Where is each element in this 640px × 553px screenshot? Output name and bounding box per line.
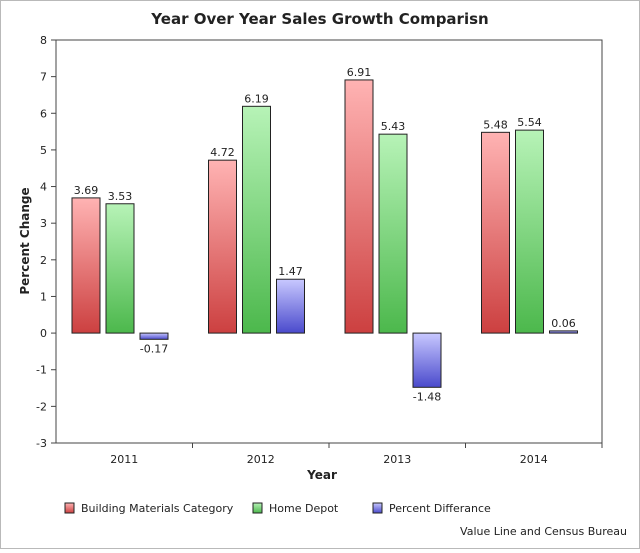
x-tick-label: 2014 [520,453,548,466]
x-tick-label: 2013 [383,453,411,466]
bar [242,105,271,334]
bar [344,79,374,334]
bars-group [71,79,578,388]
bar [378,133,408,334]
data-label: 5.43 [381,120,406,133]
legend-swatch [64,502,75,514]
chart-title: Year Over Year Sales Growth Comparisn [150,10,488,28]
legend-swatch [372,502,383,514]
x-axis-title: Year [306,468,337,482]
bar [481,131,510,334]
bar [515,129,544,334]
data-label: 0.06 [551,317,576,330]
data-label: 6.91 [347,66,372,79]
y-tick-label: -2 [36,400,47,413]
data-label: 5.48 [483,118,508,131]
x-tick-label: 2011 [110,453,138,466]
y-tick-label: 4 [40,181,47,194]
data-label: 4.72 [210,146,235,159]
y-axis-title: Percent Change [18,187,32,294]
x-tick-label: 2012 [247,453,275,466]
data-label: -0.17 [140,342,168,355]
data-label: 3.53 [108,190,133,203]
legend-label: Percent Differance [389,502,491,515]
y-tick-label: 5 [40,144,47,157]
data-label: -1.48 [413,390,441,403]
bar [139,332,169,340]
y-tick-label: 7 [40,71,47,84]
legend: Building Materials Category Home Depot Per… [64,502,491,515]
bar [276,278,305,334]
bar [412,332,442,388]
y-tick-label: -3 [36,437,47,450]
legend-label: Building Materials Category [81,502,234,515]
bar [105,203,135,334]
y-tick-label: 2 [40,254,47,267]
data-labels-group: 3.69 3.53 -0.17 4.72 6.19 1.47 6.91 5.43 -1.48 5.… [74,66,576,403]
data-label: 3.69 [74,184,99,197]
bar [71,197,101,334]
source-note: Value Line and Census Bureau [460,525,627,538]
bar [208,159,237,334]
y-tick-label: 0 [40,327,47,340]
y-tick-label: -1 [36,364,47,377]
legend-label: Home Depot [269,502,339,515]
y-tick-label: 3 [40,217,47,230]
y-tick-label: 1 [40,290,47,303]
y-tick-label: 6 [40,107,47,120]
data-label: 5.54 [517,116,542,129]
data-label: 6.19 [244,92,269,105]
bar [549,330,578,334]
y-tick-label: 8 [40,34,47,47]
data-label: 1.47 [278,265,303,278]
axes-group: -3 -2 -1 0 1 2 3 4 5 6 7 8 2011 2012 2013 2014 [36,34,603,466]
legend-swatch [252,502,263,514]
